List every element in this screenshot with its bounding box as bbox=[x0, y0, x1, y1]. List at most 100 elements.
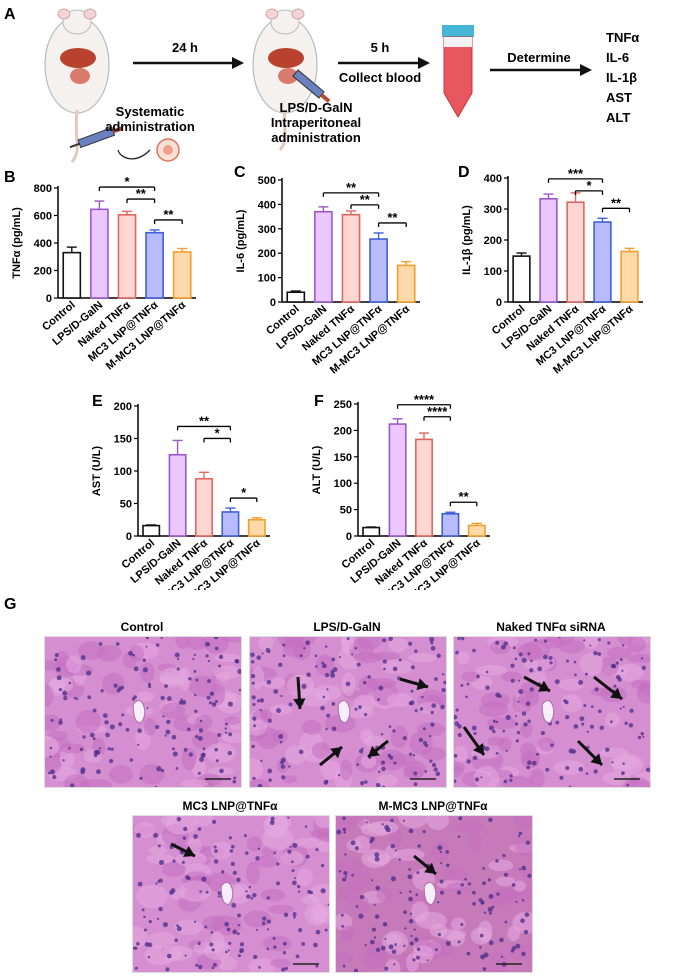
nucleus bbox=[454, 753, 458, 758]
nucleus bbox=[153, 832, 159, 838]
nucleus bbox=[272, 936, 276, 940]
cell-region bbox=[426, 816, 450, 830]
nucleus bbox=[315, 964, 319, 968]
nucleus bbox=[640, 657, 644, 660]
nucleus bbox=[414, 709, 418, 713]
nucleus bbox=[301, 683, 307, 689]
vessel bbox=[132, 700, 146, 724]
cell-region bbox=[49, 676, 74, 694]
cell-region bbox=[609, 756, 640, 770]
nucleus bbox=[275, 881, 280, 886]
y-tick-label: 600 bbox=[34, 211, 52, 223]
nucleus bbox=[252, 702, 256, 707]
nucleus bbox=[517, 700, 520, 703]
nucleus bbox=[176, 926, 182, 932]
nucleus bbox=[209, 691, 215, 696]
nucleus bbox=[331, 726, 337, 731]
nucleus bbox=[417, 844, 421, 848]
y-tick-label: 0 bbox=[496, 297, 502, 309]
cell-region bbox=[627, 653, 650, 663]
nucleus bbox=[436, 653, 441, 658]
cell-region bbox=[282, 775, 298, 784]
nucleus bbox=[354, 846, 359, 851]
nucleus bbox=[384, 937, 387, 941]
cell-region bbox=[514, 816, 532, 831]
significance-label: *** bbox=[568, 166, 584, 181]
nucleus bbox=[543, 639, 548, 643]
nucleus bbox=[260, 759, 263, 763]
nucleus bbox=[375, 885, 381, 891]
cell-region bbox=[45, 736, 60, 758]
nucleus bbox=[118, 722, 123, 727]
nucleus bbox=[224, 950, 228, 954]
nucleus bbox=[419, 707, 424, 711]
nucleus bbox=[269, 820, 275, 826]
nucleus bbox=[371, 927, 376, 932]
nucleus bbox=[171, 734, 177, 740]
bar bbox=[117, 214, 137, 299]
nucleus bbox=[472, 902, 477, 906]
nucleus bbox=[358, 913, 364, 919]
nucleus bbox=[230, 861, 235, 867]
nucleus bbox=[198, 728, 204, 733]
cell-region bbox=[260, 888, 286, 902]
histology-title-control: Control bbox=[120, 620, 164, 634]
nucleus bbox=[224, 727, 227, 730]
nucleus bbox=[492, 719, 496, 723]
nucleus bbox=[332, 667, 338, 672]
cell-region bbox=[616, 663, 644, 682]
nucleus bbox=[325, 727, 328, 731]
nucleus bbox=[521, 711, 527, 716]
nucleus bbox=[492, 729, 496, 734]
nucleus bbox=[214, 646, 219, 651]
nucleus bbox=[267, 650, 271, 654]
nucleus bbox=[439, 861, 443, 865]
cell-region bbox=[140, 662, 155, 683]
nucleus bbox=[428, 735, 432, 738]
nucleus bbox=[224, 722, 228, 726]
marker-tnf: TNFα bbox=[606, 30, 640, 45]
cell-region bbox=[147, 932, 177, 949]
nucleus bbox=[515, 900, 518, 903]
cell-region bbox=[263, 816, 288, 838]
cell-region bbox=[387, 693, 413, 708]
nucleus bbox=[622, 705, 625, 708]
cell-region bbox=[269, 704, 293, 715]
nucleus bbox=[183, 747, 188, 752]
nucleus bbox=[210, 930, 214, 934]
y-tick-label: 250 bbox=[334, 399, 352, 411]
nucleus bbox=[585, 772, 589, 775]
cell-region bbox=[381, 659, 414, 675]
y-axis-label: AST (U/L) bbox=[91, 446, 103, 496]
nucleus bbox=[212, 962, 217, 967]
nucleus bbox=[566, 659, 569, 663]
nucleus bbox=[416, 871, 420, 875]
nucleus bbox=[133, 666, 139, 672]
nucleus bbox=[320, 705, 325, 711]
nucleus bbox=[480, 776, 483, 779]
nucleus bbox=[499, 937, 504, 943]
nucleus bbox=[155, 643, 160, 647]
nucleus bbox=[213, 845, 217, 849]
nucleus bbox=[376, 698, 380, 702]
nucleus bbox=[158, 859, 165, 866]
nucleus bbox=[515, 715, 518, 718]
significance-label: ** bbox=[163, 207, 174, 222]
nucleus bbox=[93, 753, 98, 758]
nucleus bbox=[609, 720, 613, 724]
cell-region bbox=[523, 942, 532, 960]
y-tick-label: 0 bbox=[126, 531, 132, 543]
nucleus bbox=[409, 941, 414, 946]
nucleus bbox=[398, 658, 402, 662]
nucleus bbox=[523, 929, 529, 935]
nucleus bbox=[218, 654, 224, 660]
bar bbox=[369, 238, 388, 303]
nucleus bbox=[613, 684, 617, 688]
vessel bbox=[337, 700, 351, 724]
nucleus bbox=[166, 953, 172, 959]
nucleus bbox=[391, 949, 397, 955]
nucleus bbox=[487, 906, 493, 912]
nucleus bbox=[382, 785, 385, 787]
bar bbox=[388, 423, 407, 537]
nucleus bbox=[491, 905, 495, 909]
